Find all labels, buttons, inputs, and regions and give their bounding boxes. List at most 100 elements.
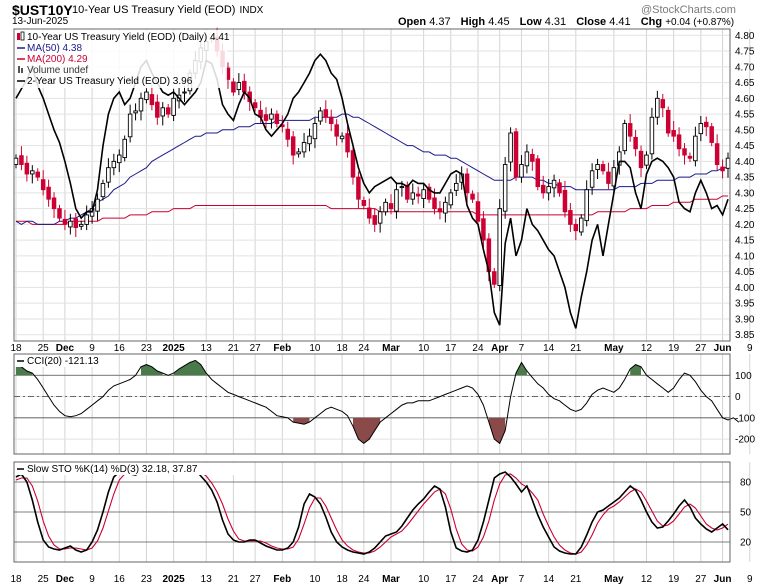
candle-body	[611, 167, 617, 187]
candle-body	[600, 164, 606, 172]
candle-body	[579, 217, 584, 233]
candle-body	[470, 193, 475, 200]
legend-volume: Volume undef	[27, 65, 88, 76]
candle-body	[687, 155, 693, 159]
price-y-tick: 4.05	[735, 267, 755, 278]
legend-swatch-volume	[18, 66, 20, 73]
x-axis-label: 9	[89, 574, 95, 585]
candle-body	[627, 123, 633, 137]
candle-body	[660, 99, 666, 109]
candle-body	[622, 123, 627, 152]
candle-body	[106, 167, 111, 183]
x-axis-label: 10	[309, 343, 321, 354]
candle-body	[415, 193, 421, 197]
candle-body	[263, 114, 269, 121]
candle-body	[323, 109, 329, 118]
candle-body	[182, 91, 187, 94]
x-axis-label: 14	[543, 574, 555, 585]
candle-body	[242, 80, 247, 93]
candle-body	[638, 150, 644, 169]
candle-body	[502, 164, 508, 212]
x-axis-label: 19	[668, 343, 680, 354]
candle-body	[290, 136, 296, 156]
candle-body	[584, 189, 589, 222]
candle-body	[144, 91, 149, 101]
x-axis-label: Feb	[273, 574, 291, 585]
x-axis-label: 12	[641, 574, 653, 585]
sto-y-tick: 80	[740, 478, 752, 489]
price-y-tick: 3.90	[735, 314, 755, 325]
x-axis-label: Dec	[56, 343, 75, 354]
candle-body	[46, 186, 51, 200]
candle-body	[301, 142, 307, 153]
x-axis-label: Feb	[273, 343, 291, 354]
x-axis-label: Mar	[382, 343, 400, 354]
candle-body	[30, 170, 35, 175]
x-axis-label: 10	[418, 574, 430, 585]
x-axis-label: 9	[89, 343, 95, 354]
candle-body	[231, 81, 236, 93]
close-label: Close	[576, 16, 607, 28]
candle-body	[95, 198, 100, 212]
price-y-tick: 4.25	[735, 204, 755, 215]
x-axis-label: 16	[114, 574, 126, 585]
candle-body	[573, 223, 579, 232]
x-axis-label: 7	[519, 574, 525, 585]
x-axis-label: 23	[141, 343, 153, 354]
candle-body	[100, 182, 106, 198]
sto-y-tick: 20	[740, 538, 752, 549]
price-y-tick: 4.75	[735, 47, 755, 58]
candle-body	[714, 143, 720, 165]
open-value: 4.37	[429, 16, 451, 28]
candle-body	[448, 192, 454, 206]
candle-body	[117, 154, 122, 164]
candle-body	[426, 186, 432, 200]
cci-overbought-fill	[16, 364, 33, 376]
candle-body	[519, 164, 524, 178]
candle-body	[367, 207, 372, 219]
chg-label: Chg	[640, 16, 663, 28]
legend-swatch-candle	[20, 31, 25, 41]
candle-body	[665, 109, 671, 134]
price-y-tick: 3.85	[735, 330, 755, 341]
candle-body	[57, 208, 62, 219]
candle-body	[236, 82, 242, 90]
cci-y-tick: 0	[735, 392, 741, 403]
low-value: 4.31	[544, 16, 567, 28]
candle-body	[704, 121, 709, 128]
candle-body	[361, 199, 367, 206]
cci-y-tick: 100	[735, 371, 752, 382]
price-y-tick: 4.60	[735, 94, 755, 105]
x-axis-label: 9	[747, 343, 753, 354]
candle-body	[51, 197, 57, 210]
candle-body	[127, 113, 133, 138]
candle-body	[334, 124, 339, 137]
candle-body	[443, 201, 448, 214]
x-axis-label: 7	[519, 343, 525, 354]
candle-body	[350, 150, 356, 178]
chart-date: 13-Jun-2025	[12, 16, 69, 27]
candle-body	[709, 126, 714, 143]
x-axis-label: 24	[358, 574, 370, 585]
candle-body	[693, 135, 698, 162]
candle-body	[24, 162, 30, 175]
candle-body	[318, 110, 323, 122]
price-legend: 10-Year US Treasury Yield (EOD) (Daily) …	[15, 30, 230, 88]
candle-body	[372, 215, 377, 225]
cci-panel-frame	[13, 353, 731, 455]
candle-body	[725, 157, 731, 169]
price-panel-frame	[13, 28, 731, 342]
x-axis-label: 19	[668, 574, 680, 585]
candle-body	[540, 184, 546, 194]
symbol-description: 10-Year US Treasury Yield (EOD) INDX	[72, 4, 263, 16]
cci-oversold-fill	[353, 417, 381, 444]
candle-body	[377, 211, 383, 224]
candle-body	[133, 110, 138, 114]
x-axis-label: Dec	[56, 574, 75, 585]
candle-body	[252, 102, 258, 109]
candle-body	[383, 201, 388, 213]
legend-swatch-volume	[21, 68, 23, 73]
candle-body	[394, 189, 399, 212]
open-label: Open	[398, 16, 427, 28]
